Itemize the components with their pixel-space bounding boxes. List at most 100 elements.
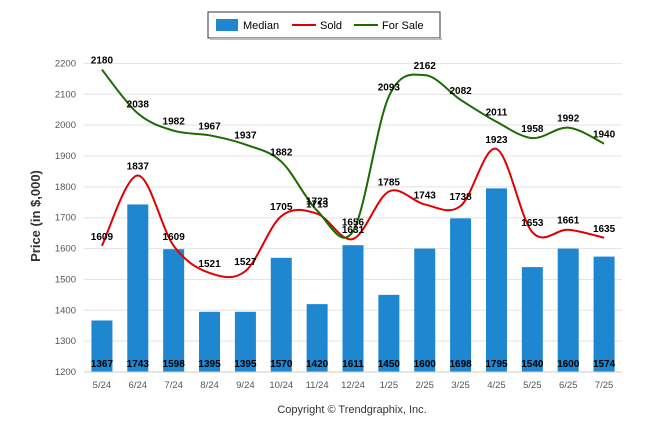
x-tick-label: 8/24 xyxy=(200,380,219,391)
bar-value-label: 1600 xyxy=(557,359,580,370)
x-tick-label: 5/25 xyxy=(523,380,542,391)
y-tick-label: 1700 xyxy=(55,213,76,224)
bar-value-label: 1395 xyxy=(234,359,257,370)
bar-median xyxy=(414,248,436,372)
x-tick-label: 7/25 xyxy=(595,380,614,391)
legend-shadow xyxy=(210,38,442,40)
legend-label-for-sale: For Sale xyxy=(382,20,424,32)
bar-value-label: 1395 xyxy=(198,359,221,370)
point-label-for-sale: 1967 xyxy=(198,121,221,132)
x-tick-label: 12/24 xyxy=(341,380,365,391)
y-axis-label: Price (in $,000) xyxy=(28,170,43,262)
y-tick-label: 1800 xyxy=(55,182,76,193)
bar-median xyxy=(199,311,221,372)
point-label-for-sale: 1958 xyxy=(521,124,544,135)
bar-value-label: 1795 xyxy=(485,359,508,370)
point-label-sold: 1635 xyxy=(593,224,616,235)
point-label-sold: 1785 xyxy=(378,177,401,188)
x-tick-label: 5/24 xyxy=(93,380,112,391)
bar-median xyxy=(450,218,472,372)
point-label-for-sale: 1937 xyxy=(234,131,257,142)
point-label-sold: 1837 xyxy=(127,161,150,172)
point-label-sold: 1705 xyxy=(270,202,293,213)
point-label-sold: 1713 xyxy=(306,200,329,211)
legend: Median Sold For Sale xyxy=(207,11,442,40)
bar-median xyxy=(485,188,507,372)
y-tick-label: 1900 xyxy=(55,151,76,162)
x-tick-label: 9/24 xyxy=(236,380,255,391)
legend-box xyxy=(207,11,441,39)
x-tick-label: 6/24 xyxy=(129,380,148,391)
data-labels: 1367 1743 1598 1395 1395 1570 1420 1611 1450 1600… xyxy=(91,56,616,370)
point-label-sold: 1609 xyxy=(91,232,114,243)
bar-median xyxy=(163,249,185,372)
point-label-for-sale: 2162 xyxy=(414,61,437,72)
point-label-sold: 1609 xyxy=(163,232,186,243)
bar-median xyxy=(234,311,256,372)
legend-label-median: Median xyxy=(243,20,279,32)
x-tick-label: 11/24 xyxy=(306,380,329,391)
point-label-sold: 1653 xyxy=(521,218,544,229)
bar-value-label: 1600 xyxy=(414,359,437,370)
bar-median xyxy=(127,204,149,372)
point-label-sold: 1738 xyxy=(449,192,472,203)
x-tick-label: 2/25 xyxy=(415,380,434,391)
y-tick-label: 2200 xyxy=(55,58,76,69)
point-label-for-sale: 1940 xyxy=(593,130,616,141)
median-bars xyxy=(91,188,615,372)
bar-median xyxy=(270,257,292,372)
y-tick-label: 2000 xyxy=(55,120,76,131)
point-label-sold: 1743 xyxy=(414,190,437,201)
y-tick-label: 1300 xyxy=(55,336,76,347)
bar-median xyxy=(378,294,400,372)
point-label-for-sale: 1982 xyxy=(163,117,186,128)
point-label-for-sale: 2082 xyxy=(449,86,472,97)
x-tick-label: 1/25 xyxy=(380,380,399,391)
y-tick-label: 1600 xyxy=(55,244,76,255)
y-tick-label: 1200 xyxy=(55,367,76,378)
bar-value-label: 1743 xyxy=(127,359,150,370)
point-label-for-sale: 2011 xyxy=(486,108,508,119)
y-tick-label: 1500 xyxy=(55,274,76,285)
bar-median xyxy=(91,320,113,372)
point-label-sold: 1527 xyxy=(234,257,257,268)
bar-value-label: 1698 xyxy=(449,359,472,370)
x-tick-label: 3/25 xyxy=(451,380,470,391)
point-label-for-sale: 1656 xyxy=(342,217,365,228)
x-tick-label: 10/24 xyxy=(269,380,293,391)
copyright-text: Copyright © Trendgraphix, Inc. xyxy=(277,404,426,416)
bar-value-label: 1450 xyxy=(378,359,401,370)
point-label-for-sale: 1882 xyxy=(270,148,293,159)
bar-value-label: 1570 xyxy=(270,359,293,370)
bar-value-label: 1574 xyxy=(593,359,616,370)
point-label-for-sale: 2038 xyxy=(127,99,150,110)
bar-median xyxy=(342,245,364,372)
y-tick-label: 2100 xyxy=(55,89,76,100)
legend-label-sold: Sold xyxy=(320,20,342,32)
bar-median xyxy=(557,248,579,372)
point-label-for-sale: 1992 xyxy=(557,114,580,125)
bar-median xyxy=(521,267,543,372)
line-sold xyxy=(101,147,605,279)
point-label-sold: 1631 xyxy=(342,225,365,236)
point-label-sold: 1923 xyxy=(485,135,508,146)
bar-value-label: 1611 xyxy=(342,359,364,370)
point-label-for-sale: 2093 xyxy=(378,82,401,93)
legend-swatch-median xyxy=(216,19,238,31)
axes: 1200 1300 1400 1500 1600 1700 1800 1900 2000 2100… xyxy=(55,58,622,391)
point-label-for-sale: 1723 xyxy=(306,197,329,208)
y-tick-label: 1400 xyxy=(55,305,76,316)
bar-median xyxy=(593,256,615,372)
point-label-sold: 1521 xyxy=(198,259,221,270)
point-label-for-sale: 2180 xyxy=(91,56,114,67)
line-for-sale xyxy=(101,68,605,239)
bar-median xyxy=(306,304,328,372)
point-label-sold: 1661 xyxy=(557,216,580,227)
series-lines xyxy=(101,68,605,279)
bar-value-label: 1540 xyxy=(521,359,544,370)
bar-value-label: 1420 xyxy=(306,359,329,370)
x-tick-label: 7/24 xyxy=(164,380,183,391)
x-tick-label: 4/25 xyxy=(487,380,506,391)
